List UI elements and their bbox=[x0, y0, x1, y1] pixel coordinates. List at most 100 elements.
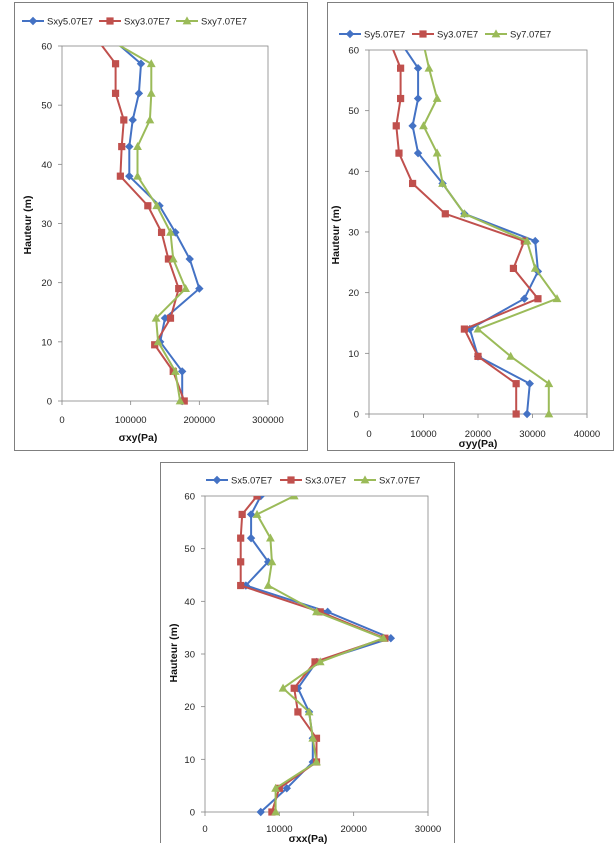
data-point bbox=[164, 255, 173, 263]
chart-panel-syy: 0 10 20 30 40 50 60 0 10000 20000 30000 40000 σyy(Pa… bbox=[327, 2, 614, 451]
y-tick-label: 0 bbox=[190, 808, 195, 819]
data-point bbox=[175, 396, 185, 405]
data-point bbox=[395, 149, 403, 157]
data-point bbox=[246, 510, 256, 519]
chart-sxy: 0 10 20 30 40 50 60 0 100000 200000 300000 σxy(Pa) H… bbox=[22, 16, 284, 444]
data-point bbox=[413, 94, 423, 103]
data-point bbox=[177, 367, 187, 376]
y-tick-label: 20 bbox=[348, 288, 359, 299]
data-point bbox=[185, 254, 194, 264]
data-point bbox=[525, 379, 534, 388]
data-point bbox=[168, 254, 178, 263]
data-point bbox=[133, 171, 142, 180]
x-tick-label: 30000 bbox=[415, 824, 441, 835]
data-point bbox=[180, 397, 188, 405]
series-line bbox=[118, 46, 187, 402]
data-point bbox=[512, 410, 520, 418]
data-point bbox=[409, 179, 417, 188]
data-point bbox=[316, 608, 324, 616]
legend-label: Sxy3.07E7 bbox=[124, 17, 170, 28]
y-axis-label: Hauteur (m) bbox=[168, 624, 180, 683]
data-point bbox=[128, 115, 137, 125]
data-point bbox=[268, 808, 276, 816]
y-tick-label: 30 bbox=[184, 650, 195, 661]
data-point bbox=[419, 121, 428, 130]
data-point bbox=[379, 633, 388, 642]
x-tick-label: 0 bbox=[59, 415, 64, 426]
y-tick-label: 20 bbox=[184, 702, 195, 713]
data-point bbox=[312, 734, 321, 742]
data-point bbox=[289, 496, 299, 500]
y-tick-label: 30 bbox=[41, 219, 52, 230]
data-point bbox=[474, 352, 482, 360]
data-point bbox=[520, 294, 529, 303]
data-point bbox=[392, 122, 400, 130]
data-point bbox=[315, 657, 325, 666]
y-tick-label: 60 bbox=[184, 492, 195, 503]
data-point bbox=[146, 88, 156, 97]
x-tick-label: 0 bbox=[202, 824, 207, 835]
y-tick-label: 10 bbox=[184, 755, 195, 766]
data-point bbox=[522, 236, 532, 245]
legend-label: Sxy7.07E7 bbox=[201, 17, 247, 28]
legend-label: Sy7.07E7 bbox=[510, 30, 551, 41]
y-axis-label: Hauteur (m) bbox=[330, 206, 342, 265]
series-line bbox=[118, 46, 201, 401]
legend-label: Sy3.07E7 bbox=[437, 30, 478, 41]
data-point bbox=[175, 284, 183, 293]
series-Sx5.07E7 bbox=[241, 496, 396, 817]
series-Sx3.07E7 bbox=[237, 496, 389, 816]
data-point bbox=[266, 533, 275, 542]
data-point bbox=[290, 684, 298, 692]
data-point bbox=[413, 148, 423, 158]
y-tick-label: 20 bbox=[41, 278, 52, 289]
data-point bbox=[237, 581, 245, 590]
data-point bbox=[145, 115, 155, 124]
legend-label: Sxy5.07E7 bbox=[47, 17, 93, 28]
data-point bbox=[237, 558, 245, 566]
legend-marker bbox=[360, 475, 370, 484]
data-point bbox=[530, 263, 540, 272]
legend-label: Sx5.07E7 bbox=[231, 476, 272, 487]
legend-label: Sx3.07E7 bbox=[305, 476, 346, 487]
legend-marker bbox=[287, 476, 295, 484]
y-tick-label: 50 bbox=[184, 544, 195, 555]
x-tick-label: 10000 bbox=[410, 429, 436, 440]
data-point bbox=[312, 757, 321, 766]
series-line bbox=[422, 50, 559, 414]
data-point bbox=[520, 237, 528, 245]
chart-panel-sxx: 0 10 20 30 40 50 60 0 10000 20000 30000 σxx(Pa) Haut… bbox=[160, 462, 455, 844]
y-tick-label: 60 bbox=[41, 42, 52, 53]
x-tick-label: 40000 bbox=[574, 429, 600, 440]
y-tick-label: 0 bbox=[354, 410, 359, 421]
x-tick-label: 100000 bbox=[115, 415, 147, 426]
data-point bbox=[120, 116, 128, 124]
data-point bbox=[271, 807, 281, 816]
series-Sxy3.07E7 bbox=[100, 46, 188, 405]
data-point bbox=[424, 63, 434, 72]
data-point bbox=[397, 64, 405, 72]
x-tick-label: 200000 bbox=[183, 415, 215, 426]
y-tick-label: 0 bbox=[47, 397, 52, 408]
data-point bbox=[237, 534, 245, 542]
x-tick-label: 300000 bbox=[252, 415, 284, 426]
data-point bbox=[238, 510, 246, 519]
data-point bbox=[153, 337, 163, 346]
data-point bbox=[459, 209, 469, 218]
legend-marker bbox=[491, 29, 501, 38]
y-tick-label: 60 bbox=[348, 46, 359, 57]
data-point bbox=[531, 236, 540, 246]
y-tick-label: 50 bbox=[41, 101, 52, 112]
data-point bbox=[544, 409, 554, 418]
data-point bbox=[166, 314, 175, 322]
data-point bbox=[111, 89, 120, 97]
data-point bbox=[460, 325, 468, 333]
data-point bbox=[278, 683, 288, 692]
data-point bbox=[438, 178, 447, 187]
y-tick-label: 50 bbox=[348, 106, 359, 117]
data-point bbox=[134, 89, 144, 98]
legend-marker bbox=[212, 475, 222, 485]
chart-sxx: 0 10 20 30 40 50 60 0 10000 20000 30000 σxx(Pa) Haut… bbox=[168, 475, 441, 844]
x-tick-label: 10000 bbox=[266, 824, 292, 835]
data-point bbox=[146, 59, 156, 68]
